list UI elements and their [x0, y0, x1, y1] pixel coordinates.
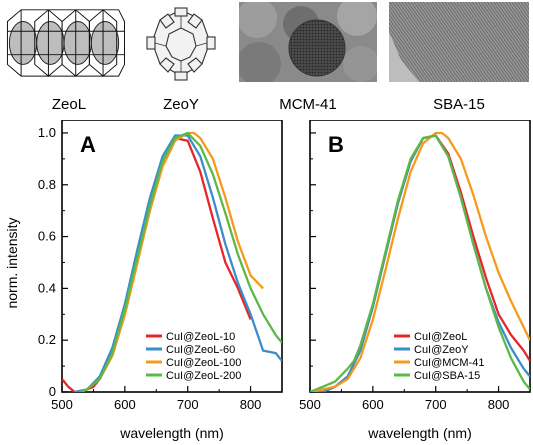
legend-label: CuI@ZeoL-100 — [166, 357, 241, 369]
x-tick-label: 600 — [362, 397, 384, 412]
x-tick-label: 800 — [240, 397, 262, 412]
sba15-tem-micrograph — [389, 2, 529, 82]
x-tick-label: 700 — [177, 397, 199, 412]
emission-spectra-charts: norm. intensity wavelength (nm) waveleng… — [4, 120, 531, 441]
legend-label: CuI@ZeoL-10 — [166, 331, 235, 343]
y-tick-label: 0.6 — [38, 229, 56, 244]
panel-b: 500 600 700 800 B CuI@ZeoLCuI@ZeoYCuI@MCM-41C… — [299, 120, 531, 412]
image-caption-sba15: SBA-15 — [433, 96, 485, 113]
legend-label: CuI@ZeoY — [414, 344, 469, 356]
y-tick-label: 0.8 — [38, 177, 56, 192]
legend-label: CuI@MCM-41 — [414, 357, 484, 369]
x-tick-label: 800 — [488, 397, 510, 412]
zeolite-Y-framework-image — [146, 6, 216, 82]
legend-label: CuI@SBA-15 — [414, 370, 480, 382]
x-axis-title-b: wavelength (nm) — [367, 425, 472, 441]
x-tick-label: 500 — [299, 397, 321, 412]
image-caption-zeoy: ZeoY — [163, 96, 199, 113]
x-tick-label: 500 — [51, 397, 73, 412]
series-line-cui-mcm-41 — [310, 131, 530, 392]
y-tick-label: 1.0 — [38, 125, 56, 140]
panel-a: 500 600 700 800 0 0.2 0.4 0.6 0.8 1.0 A CuI@ZeoL-10… — [38, 120, 283, 412]
panel-label: B — [328, 132, 344, 157]
zeolite-L-framework-image — [3, 2, 127, 82]
legend-label: CuI@ZeoL-60 — [166, 344, 235, 356]
x-axis-title-a: wavelength (nm) — [119, 425, 224, 441]
series-line-cui-sba-15 — [310, 134, 530, 392]
plot-frame — [309, 120, 531, 393]
plot-frame — [61, 120, 283, 393]
image-caption-zeol: ZeoL — [51, 96, 87, 113]
y-tick-label: 0.2 — [38, 332, 56, 347]
y-tick-label: 0.4 — [38, 280, 56, 295]
series-line-cui-zeol-200 — [80, 131, 282, 392]
y-axis-title: norm. intensity — [4, 217, 20, 308]
panel-label: A — [80, 132, 96, 157]
x-tick-label: 600 — [114, 397, 136, 412]
y-tick-label: 0 — [49, 384, 56, 399]
legend-label: CuI@ZeoL — [414, 331, 467, 343]
image-caption-mcm41: MCM-41 — [279, 96, 337, 113]
x-tick-label: 700 — [425, 397, 447, 412]
mcm41-tem-micrograph — [239, 2, 377, 82]
legend-label: CuI@ZeoL-200 — [166, 370, 241, 382]
